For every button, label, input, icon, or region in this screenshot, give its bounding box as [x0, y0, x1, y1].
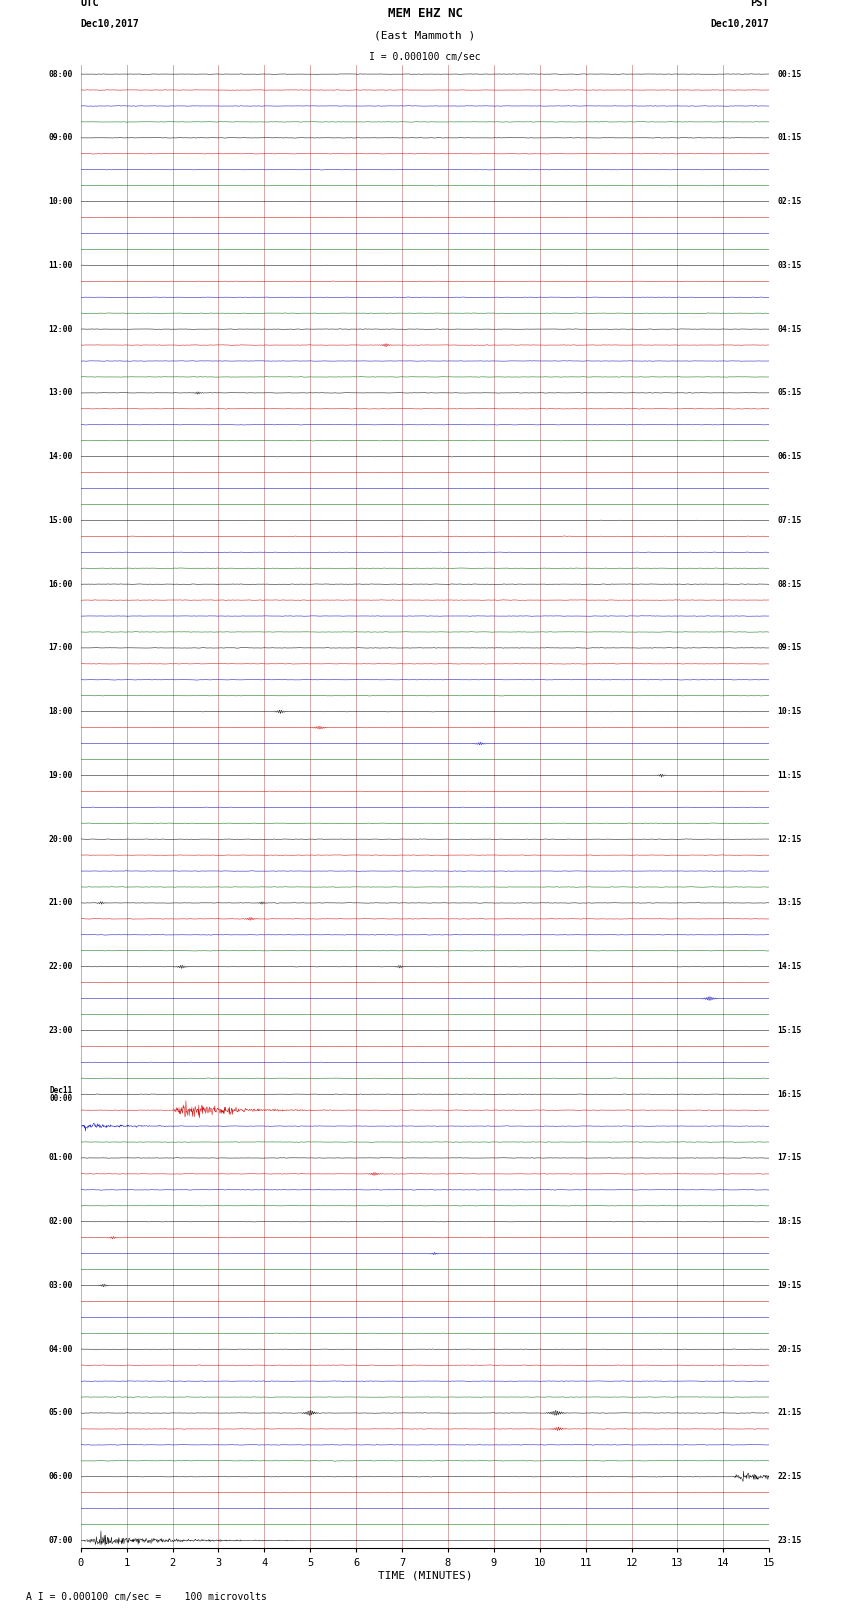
- Text: 04:15: 04:15: [778, 324, 802, 334]
- Text: 19:15: 19:15: [778, 1281, 802, 1290]
- Text: 07:00: 07:00: [48, 1536, 72, 1545]
- Text: 07:15: 07:15: [778, 516, 802, 524]
- Text: 16:15: 16:15: [778, 1090, 802, 1098]
- Text: 12:00: 12:00: [48, 324, 72, 334]
- Text: 21:00: 21:00: [48, 898, 72, 908]
- Text: 21:15: 21:15: [778, 1408, 802, 1418]
- Text: 14:15: 14:15: [778, 963, 802, 971]
- Text: 04:00: 04:00: [48, 1345, 72, 1353]
- Text: 17:15: 17:15: [778, 1153, 802, 1163]
- Text: 05:00: 05:00: [48, 1408, 72, 1418]
- Text: 20:00: 20:00: [48, 834, 72, 844]
- Text: 06:15: 06:15: [778, 452, 802, 461]
- Text: 08:15: 08:15: [778, 579, 802, 589]
- Text: 18:00: 18:00: [48, 706, 72, 716]
- Text: Dec10,2017: Dec10,2017: [711, 19, 769, 29]
- Text: 22:00: 22:00: [48, 963, 72, 971]
- Text: 01:00: 01:00: [48, 1153, 72, 1163]
- Text: UTC: UTC: [81, 0, 99, 8]
- Text: I = 0.000100 cm/sec: I = 0.000100 cm/sec: [369, 52, 481, 61]
- Text: 22:15: 22:15: [778, 1473, 802, 1481]
- Text: 09:15: 09:15: [778, 644, 802, 652]
- X-axis label: TIME (MINUTES): TIME (MINUTES): [377, 1571, 473, 1581]
- Text: 15:15: 15:15: [778, 1026, 802, 1036]
- Text: 11:15: 11:15: [778, 771, 802, 781]
- Text: 16:00: 16:00: [48, 579, 72, 589]
- Text: Dec10,2017: Dec10,2017: [81, 19, 139, 29]
- Text: 12:15: 12:15: [778, 834, 802, 844]
- Text: PST: PST: [751, 0, 769, 8]
- Text: 15:00: 15:00: [48, 516, 72, 524]
- Text: Dec11: Dec11: [49, 1086, 72, 1095]
- Text: 20:15: 20:15: [778, 1345, 802, 1353]
- Text: 00:00: 00:00: [49, 1094, 72, 1103]
- Text: 17:00: 17:00: [48, 644, 72, 652]
- Text: 02:15: 02:15: [778, 197, 802, 206]
- Text: 11:00: 11:00: [48, 261, 72, 269]
- Text: 01:15: 01:15: [778, 134, 802, 142]
- Text: 23:15: 23:15: [778, 1536, 802, 1545]
- Text: 05:15: 05:15: [778, 389, 802, 397]
- Text: 09:00: 09:00: [48, 134, 72, 142]
- Text: 10:00: 10:00: [48, 197, 72, 206]
- Text: 08:00: 08:00: [48, 69, 72, 79]
- Text: 23:00: 23:00: [48, 1026, 72, 1036]
- Text: 03:15: 03:15: [778, 261, 802, 269]
- Text: 13:15: 13:15: [778, 898, 802, 908]
- Text: MEM EHZ NC: MEM EHZ NC: [388, 6, 462, 19]
- Text: 19:00: 19:00: [48, 771, 72, 781]
- Text: A I = 0.000100 cm/sec =    100 microvolts: A I = 0.000100 cm/sec = 100 microvolts: [26, 1592, 266, 1602]
- Text: 14:00: 14:00: [48, 452, 72, 461]
- Text: 06:00: 06:00: [48, 1473, 72, 1481]
- Text: 03:00: 03:00: [48, 1281, 72, 1290]
- Text: 00:15: 00:15: [778, 69, 802, 79]
- Text: (East Mammoth ): (East Mammoth ): [374, 31, 476, 40]
- Text: 13:00: 13:00: [48, 389, 72, 397]
- Text: 02:00: 02:00: [48, 1218, 72, 1226]
- Text: 10:15: 10:15: [778, 706, 802, 716]
- Text: 18:15: 18:15: [778, 1218, 802, 1226]
